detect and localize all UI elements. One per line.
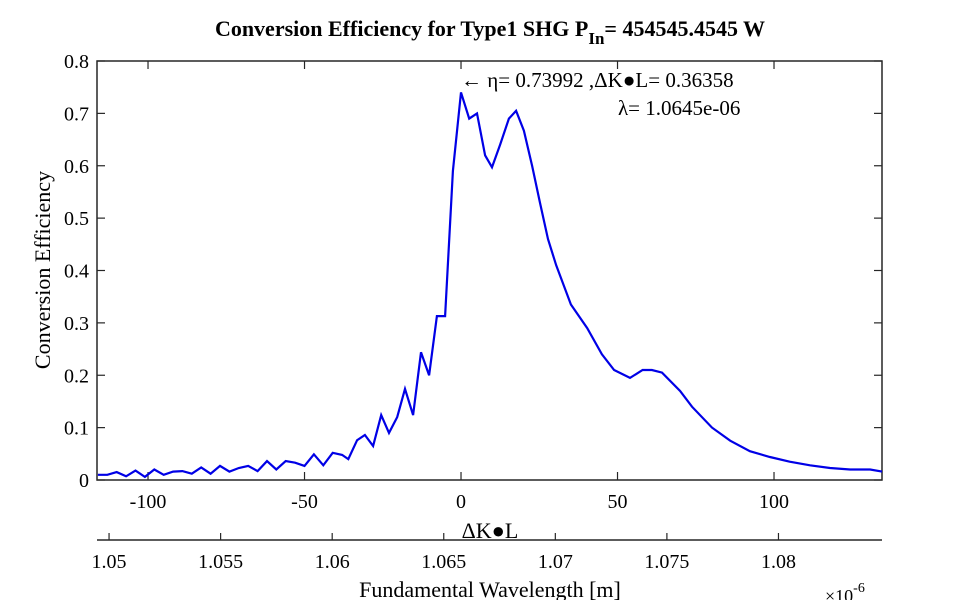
annotation: λ= 1.0645e-06: [618, 96, 740, 120]
y-tick-label: 0: [79, 470, 89, 492]
y-tick-label: 0.7: [64, 103, 89, 125]
line-series: [97, 92, 883, 479]
x-tick-label: -100: [130, 491, 167, 513]
y-tick-label: 0.1: [64, 418, 89, 440]
x-tick-label: 0: [456, 491, 466, 513]
x2-exponent: -6: [853, 581, 865, 596]
plot-frame: [96, 60, 883, 481]
x-tick-label: -50: [291, 491, 318, 513]
y-tick-label: 0.4: [64, 261, 89, 283]
x-axis-label: ΔK●L: [462, 518, 519, 543]
x2-tick-label: 1.06: [315, 551, 350, 573]
x2-tick-label: 1.065: [421, 551, 466, 573]
y-tick-label: 0.6: [64, 156, 89, 178]
y-axis-label: Conversion Efficiency: [30, 171, 55, 369]
x2-tick-label: 1.07: [538, 551, 573, 573]
chart-title: Conversion Efficiency for Type1 SHG PIn=…: [215, 16, 765, 48]
x-tick-label: 50: [608, 491, 628, 513]
annotation: ← η= 0.73992 ,ΔK●L= 0.36358: [461, 68, 734, 92]
y-tick-label: 0.3: [64, 313, 89, 335]
x2-tick-label: 1.075: [644, 551, 689, 573]
x2-multiplier-base: ×10: [825, 586, 853, 600]
title-suffix: = 454545.4545 W: [604, 16, 765, 41]
x2-tick-label: 1.05: [92, 551, 127, 573]
x2-tick-label: 1.08: [761, 551, 796, 573]
y-tick-label: 0.2: [64, 365, 89, 387]
x-tick-label: 100: [759, 491, 789, 513]
y-tick-label: 0.8: [64, 51, 89, 73]
y-tick-label: 0.5: [64, 208, 89, 230]
x2-tick-label: 1.055: [198, 551, 243, 573]
x2-multiplier: ×10-6: [825, 581, 865, 600]
title-subscript: In: [588, 29, 605, 48]
x2-axis-label: Fundamental Wavelength [m]: [359, 577, 621, 600]
title-main: Conversion Efficiency for Type1 SHG P: [215, 16, 588, 41]
